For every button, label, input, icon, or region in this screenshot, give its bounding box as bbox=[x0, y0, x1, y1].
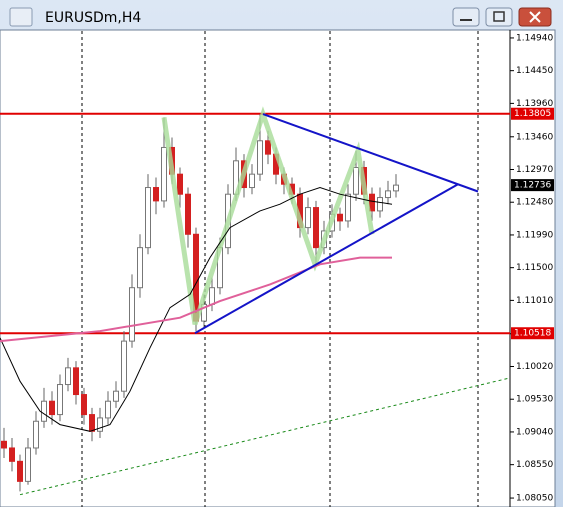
candle-body bbox=[337, 213, 343, 222]
candle-body bbox=[105, 400, 111, 419]
indicator-line bbox=[0, 186, 393, 432]
y-tick-label: 1.10020 bbox=[516, 362, 553, 372]
minimize-button[interactable] bbox=[452, 7, 480, 27]
candle-body bbox=[257, 140, 263, 175]
current-price-box bbox=[511, 179, 554, 192]
candle-body bbox=[129, 287, 135, 342]
candle-body bbox=[9, 447, 15, 462]
y-tick-label: 1.11500 bbox=[516, 263, 553, 273]
candle-body bbox=[137, 247, 143, 289]
candle-body bbox=[49, 400, 55, 416]
indicator-line bbox=[0, 256, 392, 343]
y-tick-label: 1.13460 bbox=[516, 132, 553, 142]
level-label: 1.10518 bbox=[514, 329, 551, 339]
candle-body bbox=[345, 193, 351, 222]
candle-body bbox=[65, 367, 71, 386]
candle-body bbox=[81, 394, 87, 416]
plot bbox=[0, 106, 511, 496]
y-tick-label: 1.09040 bbox=[516, 427, 553, 437]
candle-body bbox=[385, 190, 391, 199]
y-tick-label: 1.14940 bbox=[516, 33, 553, 43]
indicator-line bbox=[161, 106, 375, 326]
candle-body bbox=[41, 400, 47, 422]
candle-body bbox=[17, 460, 23, 482]
candle-body bbox=[113, 390, 119, 402]
candle-body bbox=[161, 146, 167, 202]
candle-body bbox=[305, 207, 311, 229]
chart-panel bbox=[0, 29, 556, 507]
y-tick-label: 1.11010 bbox=[516, 296, 553, 306]
candle-body bbox=[33, 420, 39, 449]
candle-body bbox=[121, 340, 127, 392]
candle-body bbox=[153, 187, 159, 202]
current-price-label: 1.12736 bbox=[514, 181, 551, 191]
candle-body bbox=[353, 166, 359, 195]
candle-body bbox=[1, 440, 7, 449]
maximize-glyph bbox=[493, 11, 505, 22]
candle-body bbox=[393, 184, 399, 192]
candle-body bbox=[249, 173, 255, 189]
level-label: 1.13805 bbox=[514, 109, 551, 119]
y-tick-label: 1.09530 bbox=[516, 395, 553, 405]
trend-line bbox=[262, 113, 479, 193]
candle-body bbox=[97, 417, 103, 432]
candle-body bbox=[89, 414, 95, 432]
y-tick-label: 1.12970 bbox=[516, 165, 553, 175]
y-tick-label: 1.08550 bbox=[516, 460, 553, 470]
level-label-box bbox=[511, 327, 554, 340]
close-glyph bbox=[529, 11, 541, 23]
y-tick-label: 1.11990 bbox=[516, 230, 553, 240]
candle-body bbox=[145, 187, 151, 249]
candle-body bbox=[377, 197, 383, 212]
window-buttons bbox=[452, 7, 552, 27]
candle-body bbox=[57, 384, 63, 416]
candle-body bbox=[313, 207, 319, 249]
y-tick-label: 1.08050 bbox=[516, 494, 553, 504]
candle-body bbox=[369, 193, 375, 212]
candle-body bbox=[177, 173, 183, 195]
y-tick-label: 1.13960 bbox=[516, 99, 553, 109]
candle-body bbox=[185, 193, 191, 235]
candle-body bbox=[25, 447, 31, 482]
y-tick-label: 1.12480 bbox=[516, 198, 553, 208]
candle-body bbox=[73, 367, 79, 396]
candle-body bbox=[265, 140, 271, 155]
window-icon bbox=[9, 7, 33, 27]
price-axis: 1.14940 1.14450 1.13960 1.13460 1.12970 1.124… bbox=[510, 33, 554, 504]
window-title: EURUSDm,H4 bbox=[45, 10, 141, 26]
level-label-box bbox=[511, 107, 554, 120]
y-tick-label: 1.14450 bbox=[516, 66, 553, 76]
candle-body bbox=[209, 287, 215, 305]
period-separators bbox=[81, 31, 479, 507]
trend-line bbox=[194, 183, 459, 334]
maximize-button[interactable] bbox=[485, 7, 513, 27]
